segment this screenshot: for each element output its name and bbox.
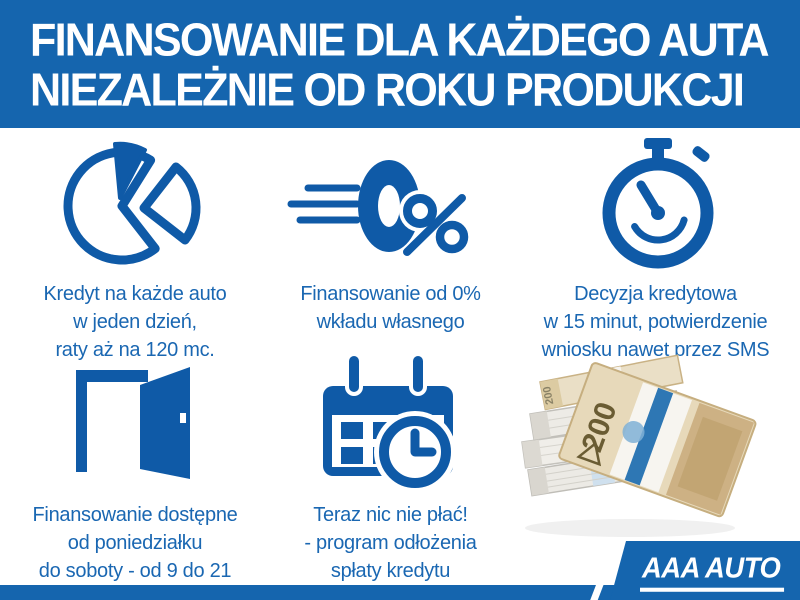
caption-loan-every-car: Kredyt na każde auto w jeden dzień, raty… <box>43 283 227 361</box>
calendar-clock-icon <box>316 352 468 497</box>
aaa-auto-logo: AAA AUTO <box>640 552 785 592</box>
brand-banner: AAA AUTO <box>610 541 800 600</box>
banknote-200-label-small: 200 <box>541 385 556 405</box>
caption-zero-percent: Finansowanie od 0% wkładu własnego <box>300 283 481 333</box>
header-title-line2: NIEZALEŻNIE OD ROKU PRODUKCJI <box>30 64 745 116</box>
stopwatch-icon <box>594 136 732 279</box>
speed-lines-icon <box>287 184 361 224</box>
caption-credit-decision: Decyzja kredytowa w 15 minut, potwierdze… <box>541 283 770 361</box>
zero-percent-icon <box>283 158 493 265</box>
money-stacks-image: 200 200 <box>510 352 788 547</box>
header-banner: FINANSOWANIE DLA KAŻDEGO AUTA NIEZALEŻNI… <box>0 0 800 128</box>
pie-chart-icon <box>58 138 210 275</box>
header-title-line1: FINANSOWANIE DLA KAŻDEGO AUTA <box>30 14 770 66</box>
caption-pay-later: Teraz nic nie płać! - program odłożenia … <box>304 504 477 582</box>
caption-availability: Finansowanie dostępne od poniedziałku do… <box>32 504 238 582</box>
open-door-icon <box>66 360 204 491</box>
